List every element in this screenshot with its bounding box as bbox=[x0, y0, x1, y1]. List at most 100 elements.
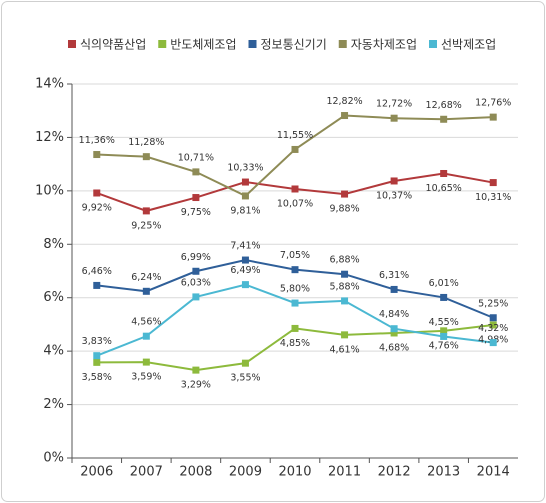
point bbox=[390, 114, 398, 122]
y-tick-label: 2% bbox=[43, 397, 64, 412]
data-label: 4,76% bbox=[429, 340, 459, 351]
point bbox=[341, 190, 349, 198]
data-label: 4,68% bbox=[379, 342, 409, 353]
x-tick-label: 2014 bbox=[477, 465, 510, 480]
data-label: 12,68% bbox=[426, 100, 462, 111]
point bbox=[390, 329, 398, 337]
point bbox=[291, 185, 299, 193]
x-tick-label: 2012 bbox=[378, 465, 411, 480]
x-tick-label: 2008 bbox=[179, 465, 212, 480]
y-tick-label: 0% bbox=[43, 451, 64, 466]
data-label: 12,76% bbox=[475, 98, 511, 109]
data-label: 4,61% bbox=[329, 344, 359, 355]
data-label: 7,41% bbox=[230, 241, 260, 252]
legend-label: 정보통신기기 bbox=[261, 38, 327, 52]
point bbox=[241, 359, 249, 367]
legend-swatch bbox=[429, 40, 437, 48]
data-label: 10,71% bbox=[178, 152, 214, 163]
data-label: 9,75% bbox=[181, 207, 211, 218]
point bbox=[440, 169, 448, 177]
x-tick-label: 2007 bbox=[130, 465, 163, 480]
point bbox=[93, 352, 101, 360]
point bbox=[93, 358, 101, 366]
data-label: 6,03% bbox=[181, 277, 211, 288]
data-label: 3,83% bbox=[82, 336, 112, 347]
legend-swatch bbox=[248, 40, 257, 48]
data-label: 6,99% bbox=[181, 252, 211, 263]
point bbox=[390, 177, 398, 185]
point bbox=[440, 332, 448, 340]
point bbox=[192, 194, 200, 202]
point bbox=[291, 299, 299, 307]
point bbox=[93, 281, 101, 289]
data-label: 10,07% bbox=[277, 198, 313, 209]
legend-label: 자동차제조업 bbox=[351, 38, 417, 52]
point bbox=[142, 287, 150, 295]
legend-label: 반도체제조업 bbox=[170, 38, 236, 52]
y-tick-label: 10% bbox=[35, 183, 64, 198]
data-label: 6,49% bbox=[230, 265, 260, 276]
data-label: 5,80% bbox=[280, 284, 310, 295]
point bbox=[93, 151, 101, 159]
data-label: 7,05% bbox=[280, 250, 310, 261]
point bbox=[440, 115, 448, 123]
point bbox=[390, 285, 398, 293]
point bbox=[489, 179, 497, 187]
x-tick-label: 2006 bbox=[80, 465, 113, 480]
point bbox=[93, 189, 101, 197]
data-label: 12,72% bbox=[376, 99, 412, 110]
legend-swatch bbox=[158, 40, 167, 48]
data-label: 11,28% bbox=[128, 137, 164, 148]
point bbox=[341, 270, 349, 278]
data-label: 4,56% bbox=[131, 317, 161, 328]
point bbox=[241, 256, 249, 264]
point bbox=[142, 358, 150, 366]
data-label: 12,82% bbox=[326, 96, 362, 107]
data-label: 9,92% bbox=[82, 202, 112, 213]
point bbox=[192, 293, 200, 301]
data-label: 4,84% bbox=[379, 309, 409, 320]
data-label: 5,25% bbox=[478, 298, 508, 309]
data-label: 11,36% bbox=[79, 135, 115, 146]
data-label: 6,24% bbox=[131, 272, 161, 283]
point bbox=[440, 293, 448, 301]
data-label: 10,37% bbox=[376, 190, 412, 201]
data-label: 4,32% bbox=[478, 323, 508, 334]
point bbox=[341, 297, 349, 305]
y-tick-label: 12% bbox=[35, 130, 64, 145]
point bbox=[142, 332, 150, 340]
point bbox=[341, 331, 349, 339]
y-tick-label: 4% bbox=[43, 344, 64, 359]
data-label: 6,88% bbox=[329, 255, 359, 266]
data-label: 10,33% bbox=[227, 163, 263, 174]
point bbox=[291, 324, 299, 332]
x-tick-label: 2011 bbox=[328, 465, 361, 480]
x-tick-label: 2013 bbox=[427, 465, 460, 480]
point bbox=[192, 168, 200, 176]
point bbox=[291, 145, 299, 153]
data-label: 3,55% bbox=[230, 373, 260, 384]
point bbox=[291, 266, 299, 274]
y-tick-label: 14% bbox=[35, 77, 64, 92]
y-tick-label: 8% bbox=[43, 237, 64, 252]
data-label: 10,31% bbox=[475, 192, 511, 203]
data-label: 10,65% bbox=[426, 183, 462, 194]
point bbox=[489, 339, 497, 347]
data-label: 9,25% bbox=[131, 220, 161, 231]
point bbox=[192, 366, 200, 374]
point bbox=[241, 178, 249, 186]
y-tick-label: 6% bbox=[43, 290, 64, 305]
data-label: 3,59% bbox=[131, 372, 161, 383]
legend-swatch bbox=[68, 40, 76, 48]
data-label: 9,81% bbox=[230, 205, 260, 216]
x-tick-label: 2010 bbox=[278, 465, 311, 480]
point bbox=[142, 207, 150, 215]
data-label: 3,29% bbox=[181, 380, 211, 391]
data-label: 6,31% bbox=[379, 270, 409, 281]
data-label: 3,58% bbox=[82, 372, 112, 383]
legend-label: 식의약품산업 bbox=[80, 37, 146, 52]
point bbox=[489, 314, 497, 322]
data-label: 11,55% bbox=[277, 130, 313, 141]
legend-swatch bbox=[338, 40, 347, 48]
